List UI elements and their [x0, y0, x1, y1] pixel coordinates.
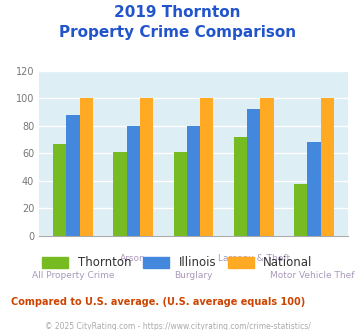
Bar: [294, 184, 307, 236]
Bar: [200, 98, 213, 236]
Bar: [80, 98, 93, 236]
Bar: [174, 152, 187, 236]
Legend: Thornton, Illinois, National: Thornton, Illinois, National: [39, 253, 316, 273]
Bar: [53, 144, 66, 236]
Text: Burglary: Burglary: [174, 271, 213, 280]
Text: 2019 Thornton: 2019 Thornton: [114, 5, 241, 20]
Bar: [140, 98, 153, 236]
Bar: [307, 143, 321, 236]
Bar: [187, 126, 200, 236]
Text: Arson: Arson: [120, 254, 146, 263]
Text: Larceny & Theft: Larceny & Theft: [218, 254, 290, 263]
Text: © 2025 CityRating.com - https://www.cityrating.com/crime-statistics/: © 2025 CityRating.com - https://www.city…: [45, 322, 310, 330]
Text: Property Crime Comparison: Property Crime Comparison: [59, 25, 296, 40]
Bar: [127, 126, 140, 236]
Bar: [321, 98, 334, 236]
Bar: [260, 98, 274, 236]
Bar: [113, 152, 127, 236]
Text: All Property Crime: All Property Crime: [32, 271, 114, 280]
Bar: [234, 137, 247, 236]
Text: Motor Vehicle Theft: Motor Vehicle Theft: [270, 271, 355, 280]
Bar: [247, 110, 260, 236]
Bar: [66, 115, 80, 236]
Text: Compared to U.S. average. (U.S. average equals 100): Compared to U.S. average. (U.S. average …: [11, 297, 305, 307]
